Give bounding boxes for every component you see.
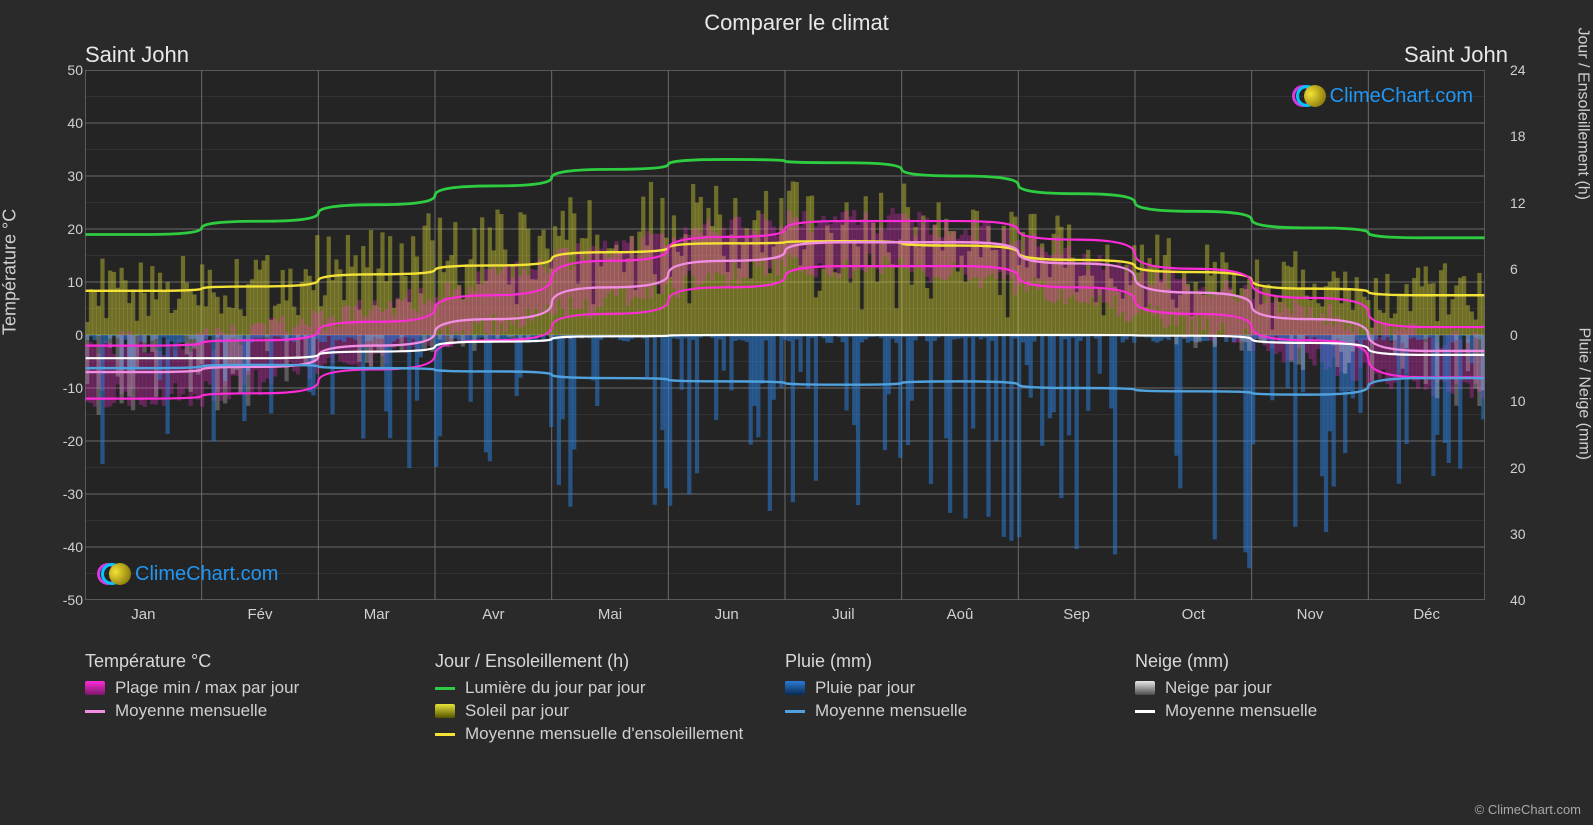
y-tick-right: 12 [1510,195,1538,211]
legend-swatch [435,687,455,690]
legend-title: Neige (mm) [1135,651,1485,672]
y-tick-left: 40 [55,115,83,131]
location-label-right: Saint John [1404,42,1508,68]
x-tick-month: Jan [131,606,155,623]
y-tick-right: 24 [1510,62,1538,78]
y-tick-right: 40 [1510,592,1538,608]
legend-swatch [435,704,455,718]
legend-row: Pluie par jour [785,678,1135,698]
legend-label: Plage min / max par jour [115,678,299,698]
x-tick-month: Aoû [947,606,974,623]
watermark-bottom: ClimeChart.com [97,560,278,588]
y-tick-left: -20 [55,433,83,449]
watermark-text: ClimeChart.com [1330,85,1473,108]
legend-swatch [1135,710,1155,713]
legend-row: Neige par jour [1135,678,1485,698]
y-axis-right-label-top: Jour / Ensoleillement (h) [1574,27,1592,200]
chart-container: Comparer le climat Saint John Saint John… [0,0,1593,825]
legend-col-daylight: Jour / Ensoleillement (h) Lumière du jou… [435,645,785,747]
watermark-top: ClimeChart.com [1292,82,1473,110]
y-tick-left: -10 [55,380,83,396]
watermark-text: ClimeChart.com [135,563,278,586]
y-tick-left: -50 [55,592,83,608]
y-tick-left: -40 [55,539,83,555]
legend: Température °C Plage min / max par jour M… [85,645,1485,747]
legend-row: Lumière du jour par jour [435,678,785,698]
x-tick-month: Sep [1063,606,1090,623]
x-tick-month: Oct [1182,606,1205,623]
legend-swatch [85,681,105,695]
legend-swatch [785,681,805,695]
x-tick-month: Mai [598,606,622,623]
legend-title: Jour / Ensoleillement (h) [435,651,785,672]
y-tick-right: 10 [1510,393,1538,409]
legend-label: Soleil par jour [465,701,569,721]
watermark-icon [97,560,129,588]
legend-swatch [785,710,805,713]
legend-row: Moyenne mensuelle [85,701,435,721]
legend-label: Lumière du jour par jour [465,678,645,698]
legend-label: Neige par jour [1165,678,1272,698]
x-tick-month: Nov [1297,606,1324,623]
x-tick-month: Jun [715,606,739,623]
plot-svg [85,70,1485,600]
y-tick-right: 0 [1510,327,1538,343]
legend-label: Moyenne mensuelle [115,701,267,721]
x-tick-month: Fév [247,606,272,623]
y-tick-left: 20 [55,221,83,237]
legend-label: Moyenne mensuelle d'ensoleillement [465,724,743,744]
legend-swatch [435,733,455,736]
legend-title: Température °C [85,651,435,672]
x-tick-month: Déc [1413,606,1440,623]
legend-title: Pluie (mm) [785,651,1135,672]
legend-col-rain: Pluie (mm) Pluie par jour Moyenne mensuel… [785,645,1135,747]
legend-label: Pluie par jour [815,678,915,698]
y-axis-right-label-bottom: Pluie / Neige (mm) [1574,328,1592,460]
y-tick-left: 30 [55,168,83,184]
legend-label: Moyenne mensuelle [815,701,967,721]
y-axis-left-label: Température °C [0,209,21,335]
legend-col-temperature: Température °C Plage min / max par jour M… [85,645,435,747]
x-tick-month: Mar [364,606,390,623]
legend-row: Moyenne mensuelle [1135,701,1485,721]
legend-row: Moyenne mensuelle d'ensoleillement [435,724,785,744]
x-tick-month: Avr [482,606,504,623]
legend-row: Plage min / max par jour [85,678,435,698]
y-tick-left: 0 [55,327,83,343]
y-tick-left: 50 [55,62,83,78]
y-tick-left: 10 [55,274,83,290]
legend-swatch [1135,681,1155,695]
copyright: © ClimeChart.com [1475,802,1581,817]
x-tick-month: Juil [832,606,855,623]
y-tick-right: 30 [1510,526,1538,542]
y-tick-left: -30 [55,486,83,502]
plot-area: ClimeChart.com ClimeChart.com [85,70,1485,600]
legend-label: Moyenne mensuelle [1165,701,1317,721]
legend-row: Soleil par jour [435,701,785,721]
watermark-icon [1292,82,1324,110]
legend-row: Moyenne mensuelle [785,701,1135,721]
chart-title: Comparer le climat [0,10,1593,36]
location-label-left: Saint John [85,42,189,68]
legend-col-snow: Neige (mm) Neige par jour Moyenne mensuel… [1135,645,1485,747]
legend-swatch [85,710,105,713]
y-tick-right: 20 [1510,460,1538,476]
y-tick-right: 18 [1510,128,1538,144]
y-tick-right: 6 [1510,261,1538,277]
